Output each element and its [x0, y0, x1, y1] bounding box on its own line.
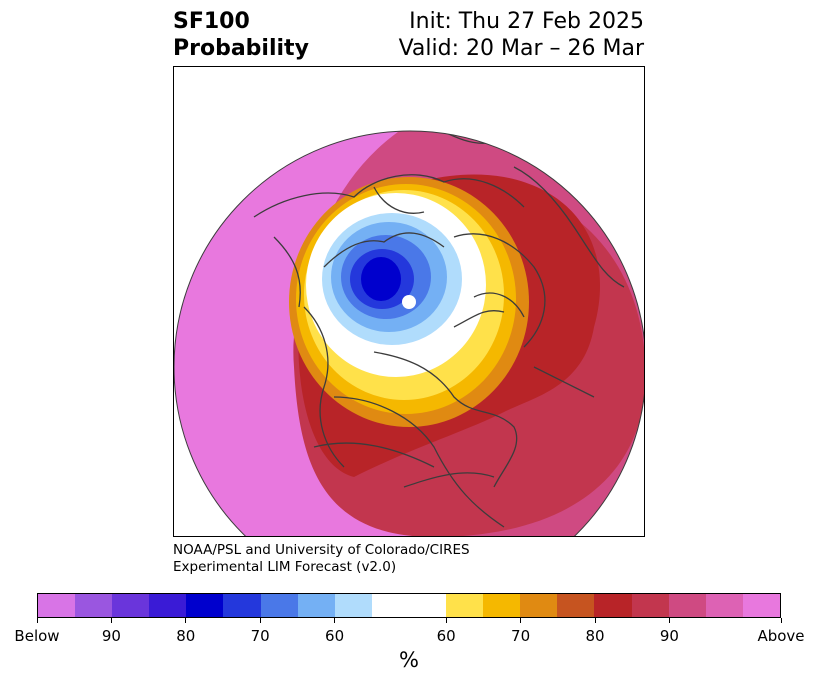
variable-title: SF100	[173, 9, 250, 34]
colorbar-segment	[112, 594, 150, 617]
product-title: Probability	[173, 36, 309, 61]
colorbar-tick	[594, 618, 596, 623]
pole-marker	[402, 295, 416, 309]
colorbar-tick-label: 60	[325, 627, 345, 645]
colorbar-segment	[705, 594, 743, 617]
colorbar-segment	[557, 594, 595, 617]
credit-line-1: NOAA/PSL and University of Colorado/CIRE…	[173, 542, 470, 558]
init-date: Init: Thu 27 Feb 2025	[409, 9, 644, 34]
colorbar-segment	[631, 594, 669, 617]
map-decorations	[174, 130, 644, 536]
probability-field	[174, 131, 644, 536]
colorbar-segment	[186, 594, 224, 617]
colorbar-tick-label: Below	[14, 627, 60, 645]
colorbar-tick-label: 60	[436, 627, 456, 645]
contour-navy	[361, 257, 401, 301]
colorbar-segment	[520, 594, 558, 617]
colorbar-segment	[371, 594, 447, 617]
colorbar-tick	[259, 618, 261, 623]
colorbar-tick	[668, 618, 670, 623]
colorbar-tick-label: 90	[659, 627, 679, 645]
colorbar-unit: %	[399, 648, 419, 672]
valid-range: Valid: 20 Mar – 26 Mar	[398, 36, 644, 61]
colorbar-segment	[223, 594, 261, 617]
colorbar	[37, 593, 781, 618]
colorbar-tick	[185, 618, 187, 623]
colorbar-segment	[742, 594, 780, 617]
colorbar-tick	[36, 618, 38, 623]
colorbar-tick	[334, 618, 336, 623]
colorbar-segment	[75, 594, 113, 617]
colorbar-tick-label: 90	[101, 627, 121, 645]
colorbar-segment	[594, 594, 632, 617]
coastlines	[253, 131, 625, 528]
colorbar-tick	[445, 618, 447, 623]
colorbar-segment	[260, 594, 298, 617]
colorbar-tick-label: 80	[176, 627, 196, 645]
colorbar-tick-label: 70	[250, 627, 270, 645]
credit-line-2: Experimental LIM Forecast (v2.0)	[173, 559, 397, 575]
colorbar-segment	[334, 594, 372, 617]
colorbar-tick	[110, 618, 112, 623]
colorbar-tick-label: Above	[757, 627, 805, 645]
colorbar-tick-label: 80	[585, 627, 605, 645]
colorbar-segment	[668, 594, 706, 617]
colorbar-tick	[520, 618, 522, 623]
colorbar-segment	[297, 594, 335, 617]
colorbar-tick	[780, 618, 782, 623]
colorbar-segment	[483, 594, 521, 617]
colorbar-segment	[149, 594, 187, 617]
colorbar-segment	[38, 594, 76, 617]
colorbar-segment	[446, 594, 484, 617]
probability-map	[173, 66, 645, 537]
map-canvas	[174, 130, 644, 536]
colorbar-tick-label: 70	[511, 627, 531, 645]
